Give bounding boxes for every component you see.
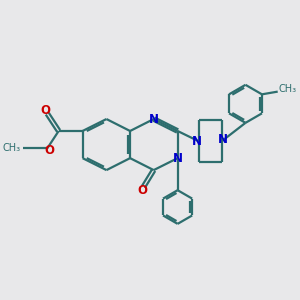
Text: N: N xyxy=(218,134,228,146)
Text: N: N xyxy=(149,112,159,125)
Text: O: O xyxy=(44,144,54,157)
Text: CH₃: CH₃ xyxy=(278,84,296,94)
Text: O: O xyxy=(40,104,50,117)
Text: O: O xyxy=(137,184,147,197)
Text: N: N xyxy=(192,135,202,148)
Text: N: N xyxy=(172,152,183,165)
Text: CH₃: CH₃ xyxy=(2,143,21,153)
